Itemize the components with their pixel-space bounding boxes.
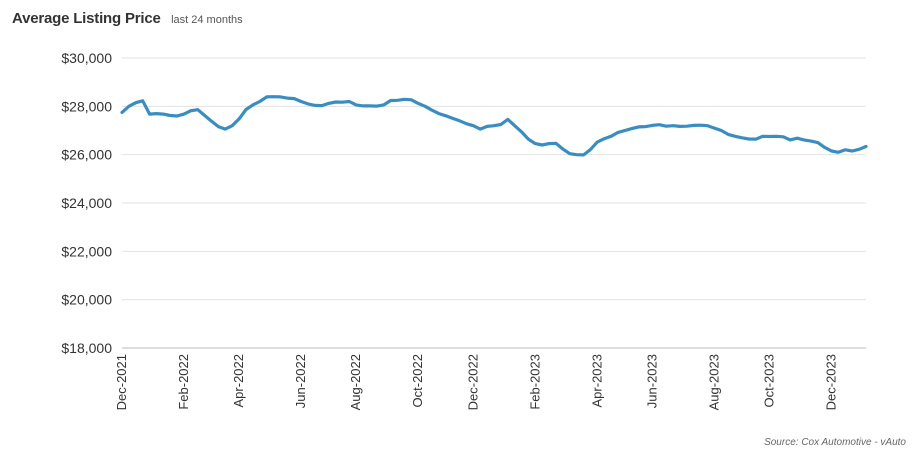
y-tick-label: $18,000 xyxy=(61,340,112,356)
x-tick-label: Oct-2023 xyxy=(762,354,777,407)
grid-lines xyxy=(122,57,866,349)
x-tick-label: Jun-2023 xyxy=(644,354,659,408)
x-tick-label: Dec-2021 xyxy=(114,354,129,410)
y-tick-label: $22,000 xyxy=(61,243,112,259)
y-axis-labels: $30,000 $28,000 $26,000 $24,000 $22,000 $20,0… xyxy=(61,50,112,356)
x-tick-label: Dec-2022 xyxy=(465,354,480,410)
x-tick-label: Dec-2023 xyxy=(824,354,839,410)
x-axis-labels: Dec-2021 Feb-2022 Apr-2022 Jun-2022 Aug-2022… xyxy=(114,354,839,410)
y-tick-label: $28,000 xyxy=(61,98,112,114)
y-tick-label: $24,000 xyxy=(61,195,112,211)
series-line xyxy=(120,95,868,157)
chart-subtitle: last 24 months xyxy=(171,14,243,26)
x-tick-label: Jun-2022 xyxy=(293,354,308,408)
x-tick-label: Feb-2022 xyxy=(176,354,191,410)
x-tick-label: Aug-2023 xyxy=(706,354,721,410)
x-tick-label: Oct-2022 xyxy=(410,354,425,407)
x-tick-label: Apr-2022 xyxy=(231,354,246,407)
x-tick-label: Apr-2023 xyxy=(589,354,604,407)
x-tick-label: Aug-2022 xyxy=(348,354,363,410)
series-group xyxy=(120,95,868,157)
chart-header: Average Listing Price last 24 months xyxy=(12,10,243,28)
source-note: Source: Cox Automotive - vAuto xyxy=(764,437,906,448)
y-tick-label: $30,000 xyxy=(61,50,112,66)
chart-title: Average Listing Price xyxy=(12,10,161,27)
y-tick-label: $20,000 xyxy=(61,292,112,308)
y-tick-label: $26,000 xyxy=(61,147,112,163)
x-tick-label: Feb-2023 xyxy=(527,354,542,410)
